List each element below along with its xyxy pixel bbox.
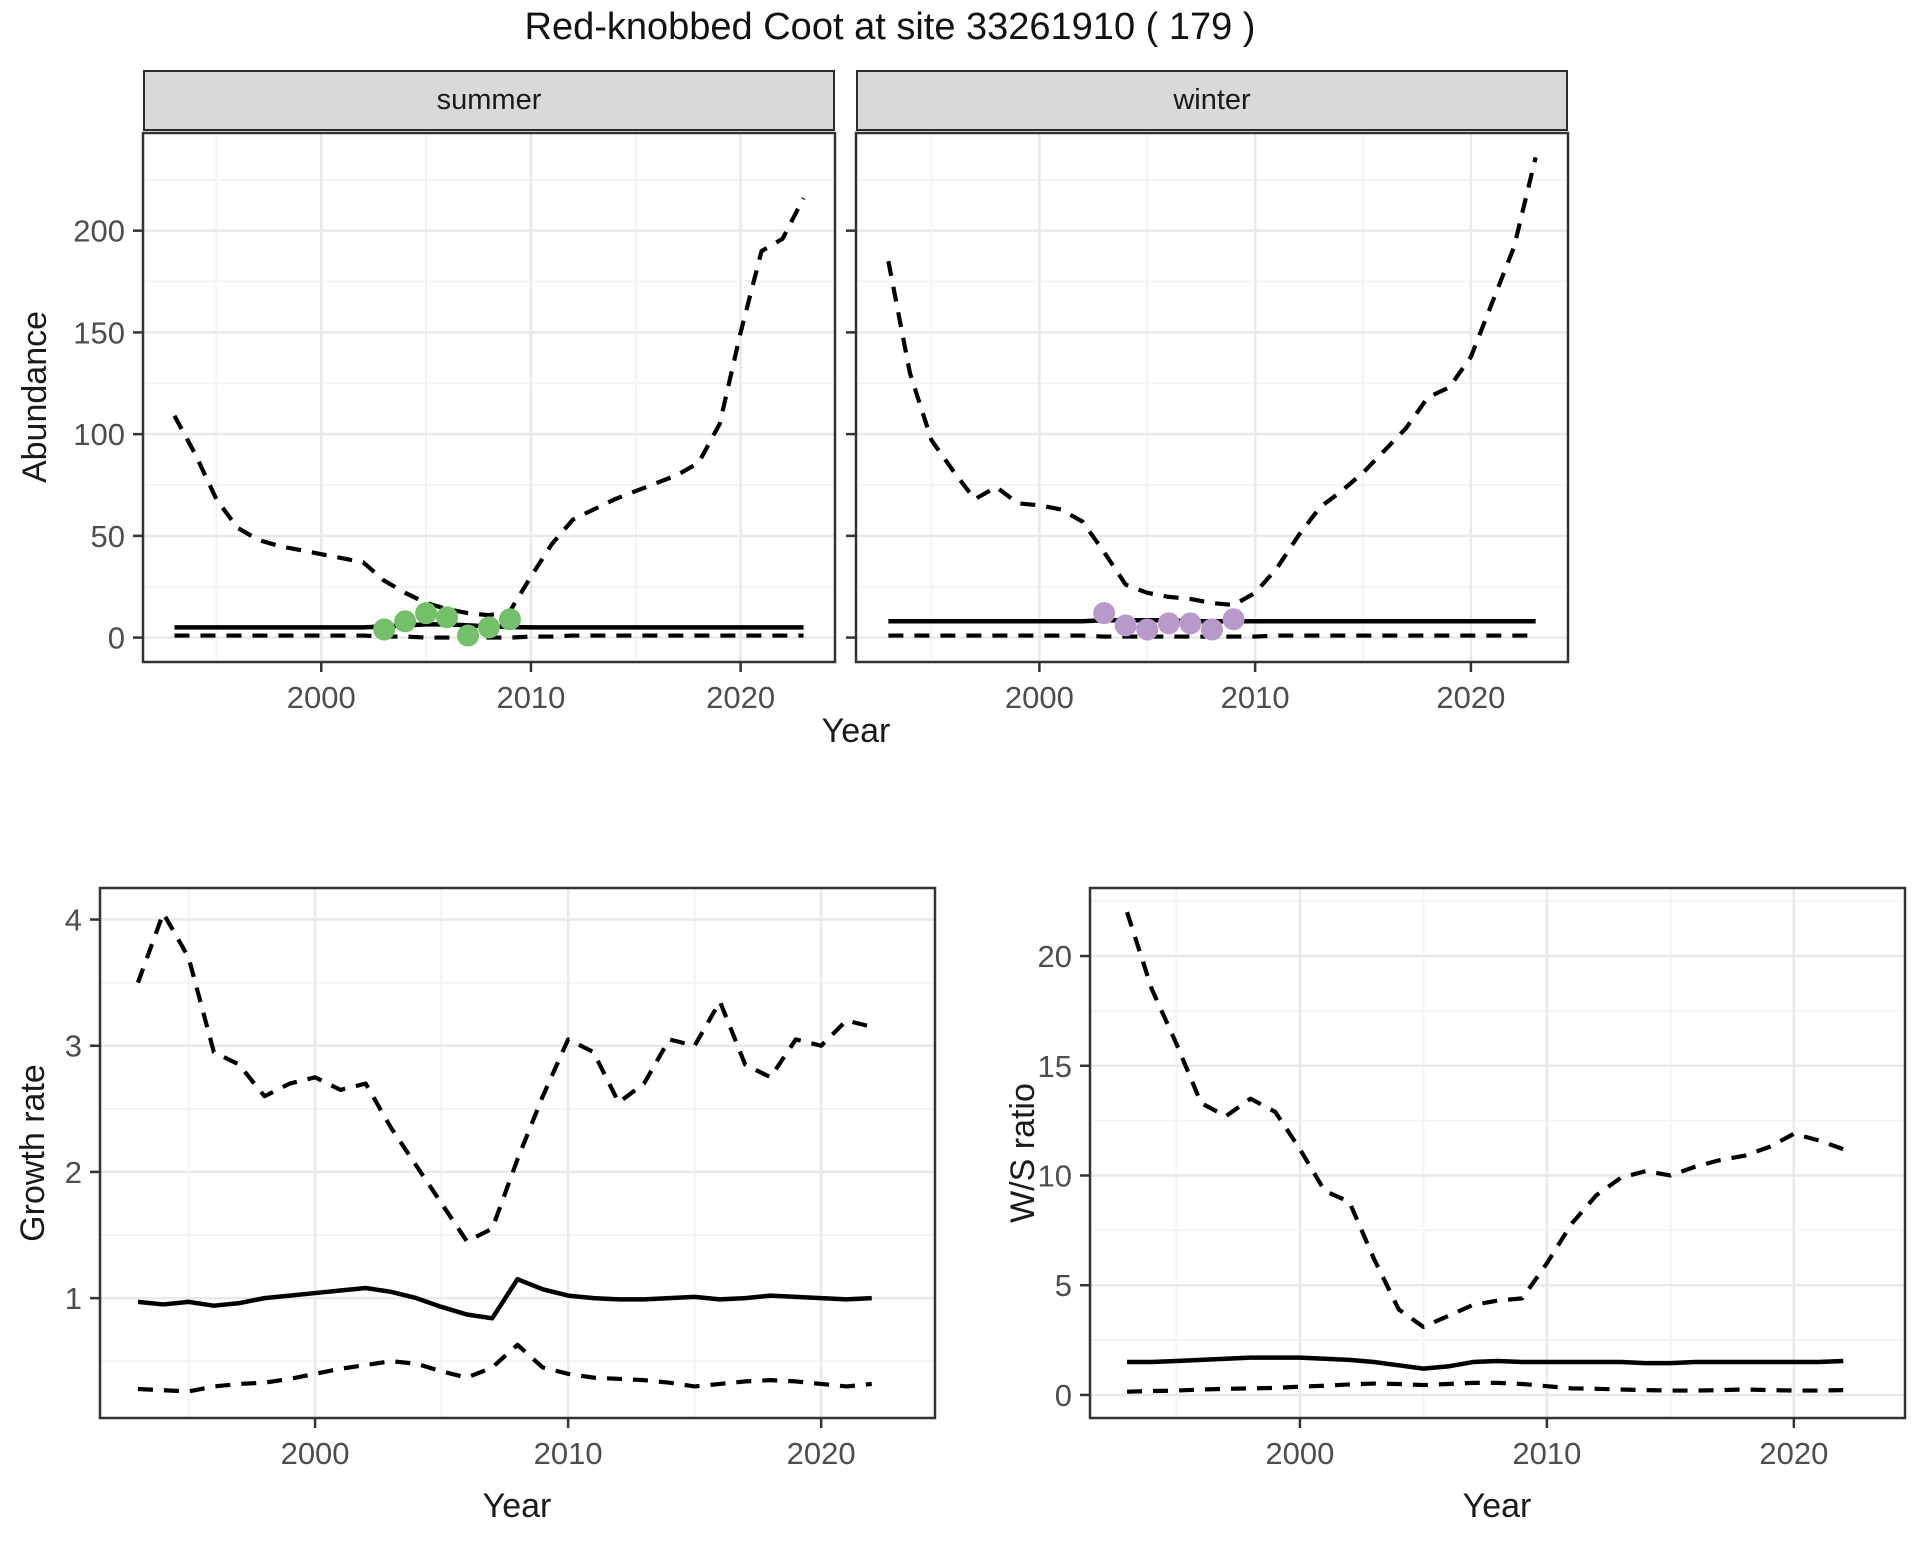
y-axis-label-abundance: Abundance: [16, 310, 54, 484]
upper-95ci-line: [1125, 911, 1844, 1330]
data-point: [415, 602, 438, 625]
panel-background: [100, 888, 935, 1418]
panel-border: [1088, 886, 1907, 1420]
x-axis-label-year-ws: Year: [1462, 1487, 1532, 1525]
panel-border: [854, 131, 1570, 664]
upper-95ci-line: [135, 911, 873, 1244]
facet-strip-summer: summer: [143, 70, 835, 131]
y-tick-label: 3: [65, 1029, 82, 1064]
data-point: [1201, 618, 1223, 641]
data-point: [436, 606, 459, 629]
x-tick-label: 2010: [496, 680, 565, 715]
x-axis-label-year-growth: Year: [482, 1487, 552, 1525]
data-point: [457, 624, 480, 647]
x-tick-label: 2020: [787, 1436, 856, 1471]
y-tick-label: 20: [1038, 939, 1072, 974]
y-tick-label: 150: [73, 315, 125, 350]
y-tick-label: 200: [73, 214, 125, 249]
data-point: [1093, 602, 1116, 625]
x-tick-label: 2000: [1005, 680, 1074, 715]
ws-ratio-panel: 2000 2010 2020 0 5 10 15 20: [1038, 886, 1907, 1471]
y-tick-label: 2: [65, 1155, 82, 1190]
y-tick-label: 50: [91, 519, 125, 554]
x-tick-label: 2000: [287, 680, 356, 715]
data-point: [1179, 612, 1202, 635]
y-tick-label: 1: [65, 1281, 82, 1316]
data-point: [1157, 612, 1180, 635]
x-axis-label-year-top: Year: [821, 712, 891, 750]
data-point: [394, 610, 417, 633]
data-point: [373, 618, 396, 641]
data-point: [1114, 614, 1137, 637]
panel-background: [1090, 888, 1905, 1418]
y-tick-label: 0: [1055, 1378, 1072, 1413]
y-tick-label: 4: [65, 903, 82, 938]
median-line: [137, 1276, 872, 1321]
data-point: [1222, 608, 1245, 631]
y-tick-label: 10: [1038, 1158, 1072, 1193]
data-point: [498, 608, 521, 631]
y-tick-label: 5: [1055, 1268, 1072, 1303]
x-tick-label: 2000: [281, 1436, 350, 1471]
panel-border: [98, 886, 937, 1420]
panel-background: [856, 133, 1568, 662]
x-tick-label: 2010: [1512, 1436, 1581, 1471]
page-title: Red-knobbed Coot at site 33261910 ( 179 …: [524, 6, 1256, 48]
panel-background: [143, 133, 835, 662]
growth-rate-panel: 2000 2010 2020 1 2 3 4: [65, 886, 937, 1471]
x-tick-label: 2010: [534, 1436, 603, 1471]
facet-strip-winter: winter: [856, 70, 1568, 131]
lower-95ci-line: [137, 1342, 872, 1394]
data-point: [478, 616, 500, 639]
x-tick-label: 2000: [1265, 1436, 1334, 1471]
abundance-summer-panel: 2000 2010 2020 0 50 100 150 200: [73, 131, 837, 715]
y-tick-label: 15: [1038, 1049, 1072, 1084]
abundance-winter-panel: 2000 2010 2020: [846, 131, 1570, 715]
x-tick-label: 2020: [1436, 680, 1505, 715]
x-tick-label: 2020: [1759, 1436, 1828, 1471]
upper-95ci-line: [172, 197, 806, 618]
x-tick-label: 2010: [1221, 680, 1290, 715]
data-point: [1136, 618, 1159, 641]
x-tick-label: 2020: [706, 680, 775, 715]
y-tick-label: 100: [73, 417, 125, 452]
y-tick-label: 0: [108, 621, 125, 656]
median-line: [1127, 1355, 1844, 1371]
panel-border: [141, 131, 837, 664]
